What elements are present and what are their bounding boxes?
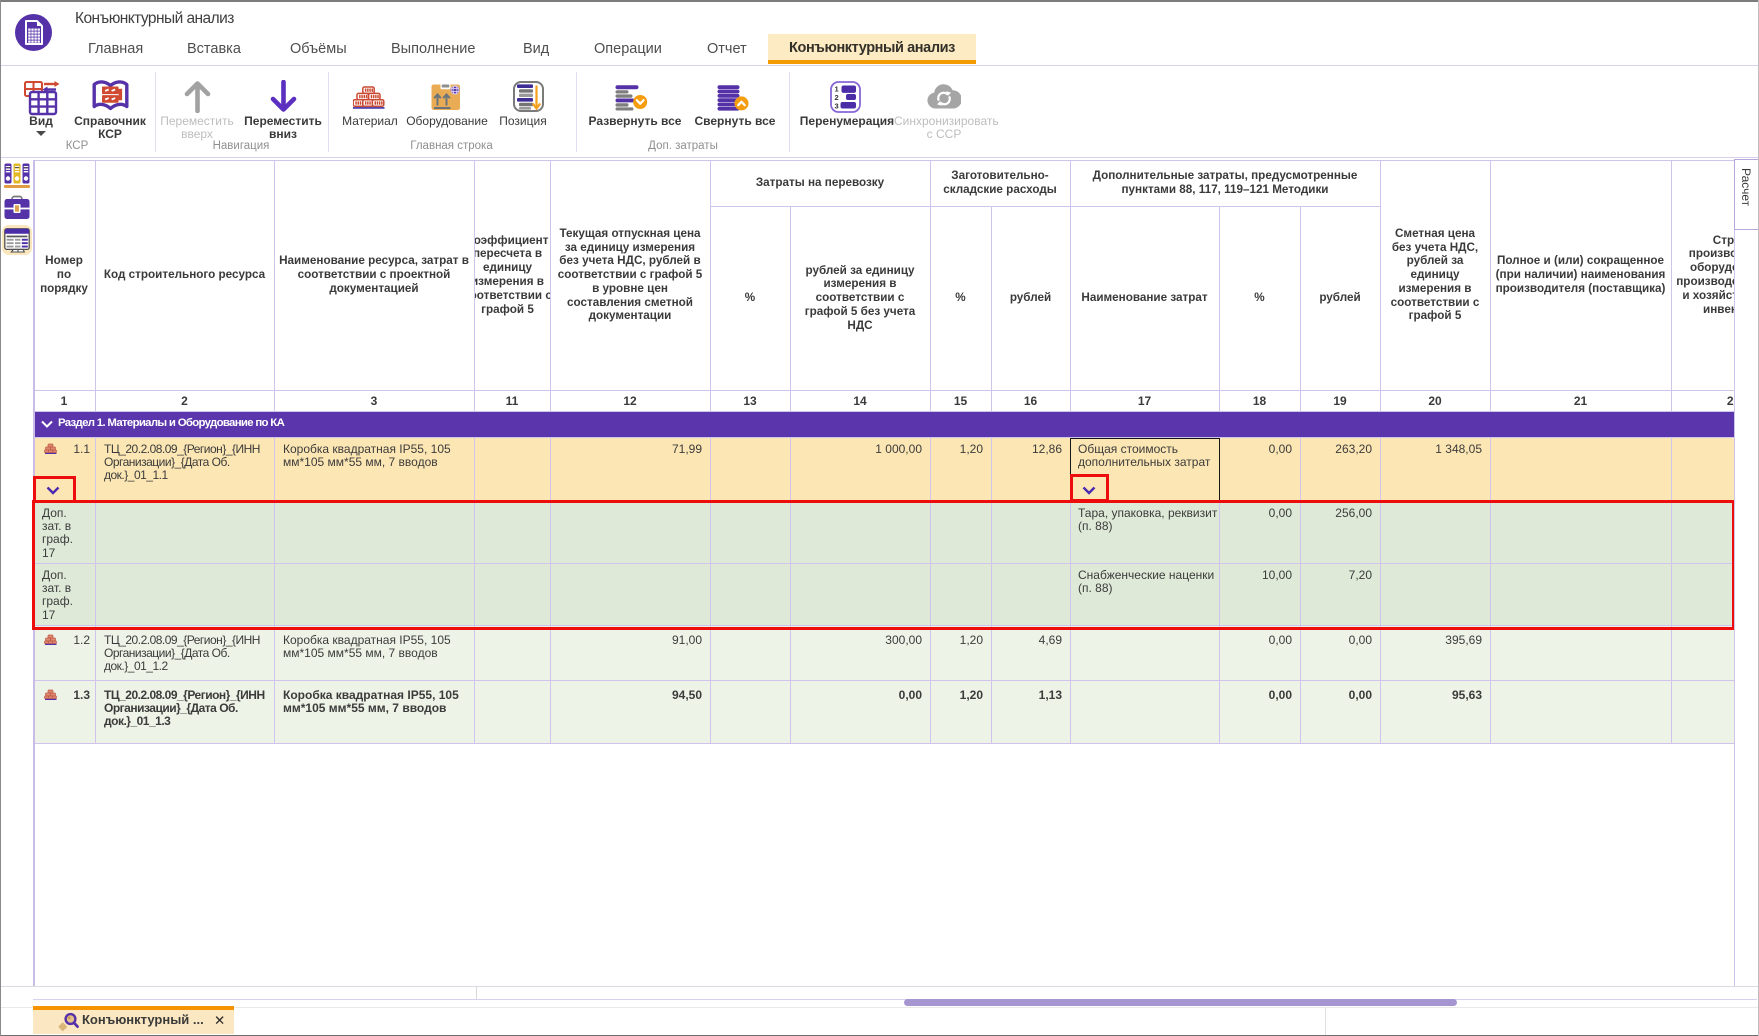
svg-text:2: 2 — [835, 93, 839, 102]
svg-text:3: 3 — [835, 102, 839, 111]
svg-text:1: 1 — [835, 85, 839, 94]
